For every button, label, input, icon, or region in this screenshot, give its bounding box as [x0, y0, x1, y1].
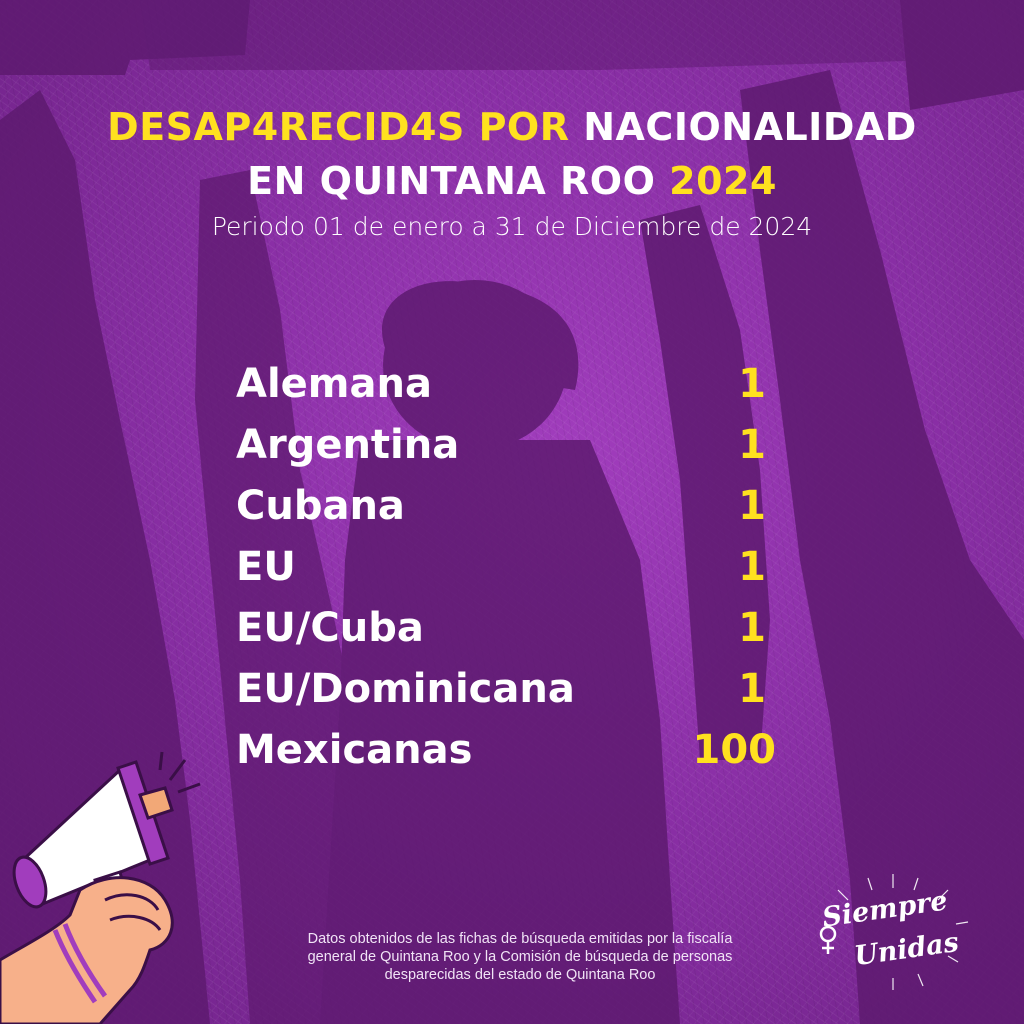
title-line-1: DESAP4RECID4S POR NACIONALIDAD [0, 100, 1024, 154]
nationality-table: Alemana 1 Argentina 1 Cubana 1 EU 1 EU/C… [236, 354, 796, 781]
megaphone-icon [0, 751, 201, 1024]
title-rest: NACIONALIDAD [583, 105, 917, 149]
nationality-count: 1 [738, 361, 766, 407]
hand-icon [0, 876, 174, 1024]
table-row: EU/Cuba 1 [236, 598, 796, 659]
table-row: EU 1 [236, 537, 796, 598]
subtitle: Periodo 01 de enero a 31 de Diciembre de… [211, 212, 813, 241]
title-highlight: DESAP4RECID4S POR [107, 105, 570, 149]
nationality-label: EU [236, 544, 296, 590]
nationality-count: 1 [738, 544, 766, 590]
logo-rays [819, 874, 969, 990]
title-location: EN QUINTANA ROO [247, 159, 656, 203]
table-row: Argentina 1 [236, 415, 796, 476]
siempre-unidas-logo: Siempre Unidas [808, 872, 978, 992]
title-block: DESAP4RECID4S POR NACIONALIDAD EN QUINTA… [0, 100, 1024, 241]
nationality-label: Mexicanas [236, 727, 473, 773]
nationality-label: Cubana [236, 483, 405, 529]
source-line-2: general de Quintana Roo y la Comisión de… [307, 949, 733, 965]
source-note: Datos obtenidos de las fichas de búsqued… [240, 930, 800, 984]
source-line-1: Datos obtenidos de las fichas de búsqued… [307, 931, 733, 947]
table-row: Mexicanas 100 [236, 720, 796, 781]
title-year: 2024 [669, 159, 777, 203]
nationality-count: 1 [738, 483, 766, 529]
nationality-count: 1 [738, 605, 766, 651]
nationality-count: 100 [692, 727, 777, 773]
table-row: EU/Dominicana 1 [236, 659, 796, 720]
sound-lines [158, 751, 201, 794]
nationality-count: 1 [738, 666, 766, 712]
nationality-label: Argentina [236, 422, 460, 468]
source-line-3: desparecidas del estado de Quintana Roo [384, 967, 656, 983]
venus-symbol-icon [819, 925, 837, 954]
nationality-count: 1 [738, 422, 766, 468]
nationality-label: EU/Dominicana [236, 666, 575, 712]
nationality-label: Alemana [236, 361, 432, 407]
table-row: Alemana 1 [236, 354, 796, 415]
title-line-2: EN QUINTANA ROO 2024 [0, 154, 1024, 208]
nationality-label: EU/Cuba [236, 605, 424, 651]
table-row: Cubana 1 [236, 476, 796, 537]
